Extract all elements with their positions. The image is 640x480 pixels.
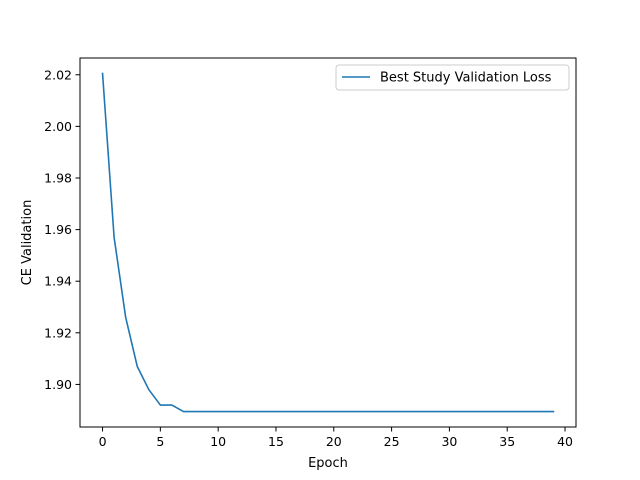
x-axis-ticks: 0 5 10 15 20 25 30 35 40 <box>99 427 573 449</box>
legend-entry-label: Best Study Validation Loss <box>380 71 552 86</box>
y-tick-label: 2.00 <box>44 119 72 134</box>
y-axis-label: CE Validation <box>20 200 35 286</box>
series-line <box>101 72 555 413</box>
plot-frame <box>79 57 577 428</box>
x-tick-label: 15 <box>268 434 284 449</box>
y-axis-ticks: 1.90 1.92 1.94 1.96 1.98 2.00 2.02 <box>44 67 80 392</box>
y-tick-label: 1.92 <box>44 325 72 340</box>
y-tick-label: 1.98 <box>44 170 72 185</box>
y-tick-label: 1.90 <box>44 377 72 392</box>
x-tick-label: 5 <box>156 434 164 449</box>
x-tick-label: 20 <box>326 434 342 449</box>
x-axis-label: Epoch <box>308 456 348 471</box>
y-tick-label: 2.02 <box>44 67 72 82</box>
x-tick-label: 35 <box>499 434 515 449</box>
y-tick-label: 1.94 <box>44 274 72 289</box>
legend: Best Study Validation Loss <box>335 64 570 91</box>
x-tick-label: 0 <box>99 434 107 449</box>
x-tick-label: 10 <box>210 434 226 449</box>
x-tick-label: 30 <box>441 434 457 449</box>
x-tick-label: 40 <box>557 434 573 449</box>
y-tick-label: 1.96 <box>44 222 72 237</box>
x-tick-label: 25 <box>384 434 400 449</box>
series-layer <box>101 72 555 413</box>
legend-box <box>335 64 570 91</box>
